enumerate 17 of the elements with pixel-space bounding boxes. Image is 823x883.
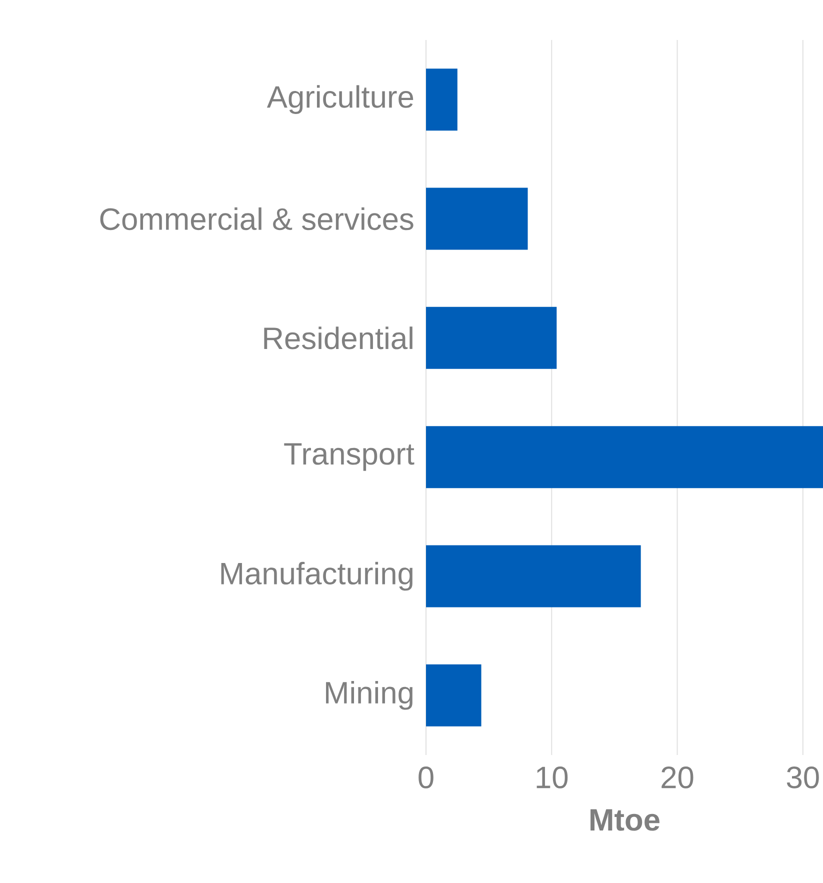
bar xyxy=(426,68,458,131)
x-tick-label: 10 xyxy=(536,766,568,788)
bar xyxy=(426,545,641,608)
y-tick-label: Commercial & services xyxy=(100,207,414,230)
y-tick-label: Agriculture xyxy=(266,85,414,114)
y-tick-label: Manufacturing xyxy=(221,562,412,591)
x-axis-title: Mtoe xyxy=(590,809,660,831)
bar xyxy=(426,188,528,250)
bar xyxy=(426,306,557,369)
x-tick-label: 20 xyxy=(662,766,694,788)
bar xyxy=(426,426,823,488)
x-tick-label: 30 xyxy=(786,766,819,788)
bar xyxy=(426,664,482,726)
y-tick-label: Mining xyxy=(326,681,412,710)
y-tick-label: Transport xyxy=(284,443,414,471)
y-tick-label: Residential xyxy=(264,326,412,350)
x-tick-label: 0 xyxy=(418,766,434,788)
